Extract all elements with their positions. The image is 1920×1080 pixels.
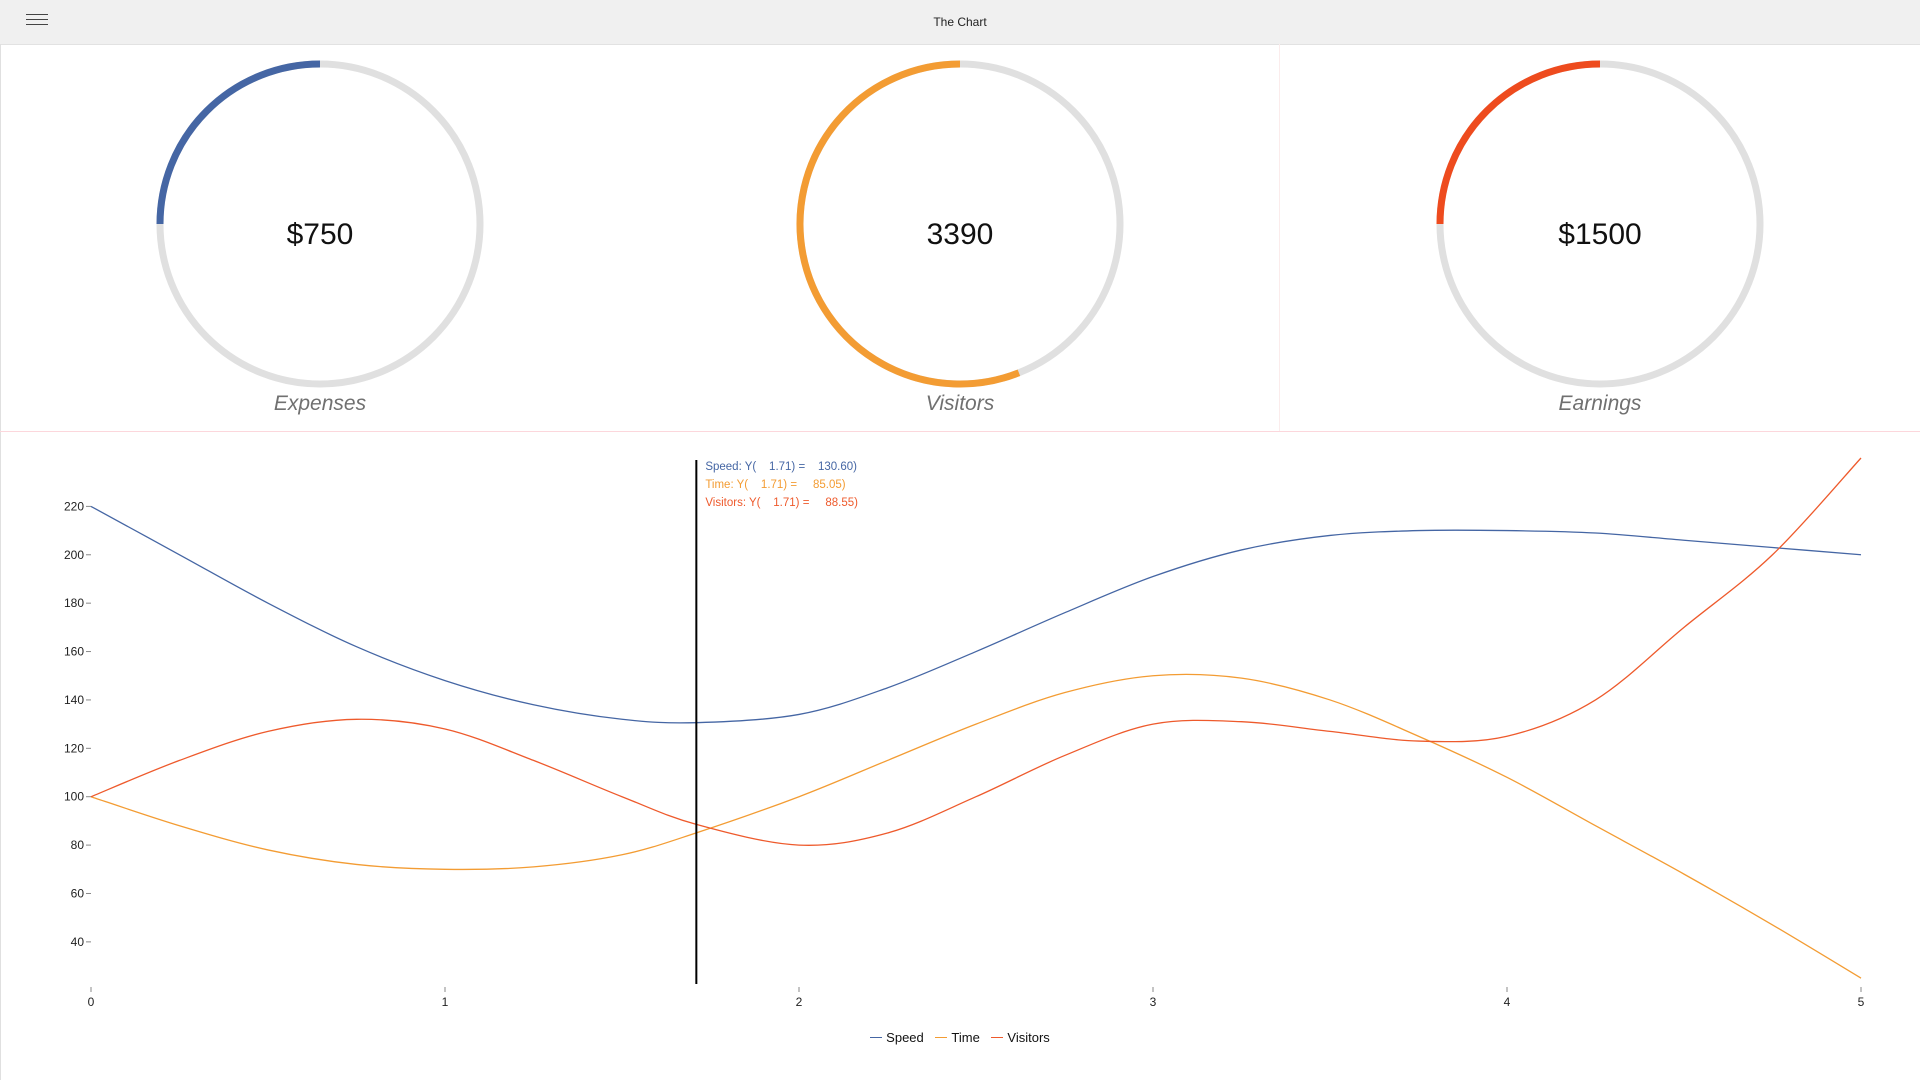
legend-swatch-time [935,1037,948,1039]
legend-item-speed[interactable]: Speed [870,1030,924,1045]
tooltip-time: Time: Y( 1.71) = 85.05) [705,479,845,491]
x-tick-label-1: 1 [442,995,449,1009]
window-border [0,44,1,1080]
gauge-label-earnings: Earnings [1558,392,1642,415]
legend-label-speed: Speed [886,1030,924,1045]
gauge-value-visitors: 3390 [926,218,994,251]
y-tick-label-120: 120 [64,741,84,755]
gauge-value-expenses: $750 [286,218,354,251]
hamburger-menu-icon[interactable] [26,14,48,30]
x-tick-label-0: 0 [88,995,95,1009]
legend-label-time: Time [951,1030,980,1045]
gauge-arc-visitors [796,60,1021,388]
y-tick-label-100: 100 [64,790,84,804]
gauge-divider [1279,44,1280,432]
gauge-value-earnings: $1500 [1558,218,1642,251]
gauge-visitors: 3390 Visitors [760,44,1160,432]
gauge-earnings: $1500 Earnings [1400,44,1800,432]
gauge-label-expenses: Expenses [273,392,367,415]
tooltip-visitors: Visitors: Y( 1.71) = 88.55) [705,497,858,509]
gauge-visitors-ring [796,60,1124,388]
legend-swatch-speed [870,1037,883,1039]
series-line-time[interactable] [90,673,1862,979]
series-line-visitors[interactable] [90,457,1862,846]
x-tick-label-5: 5 [1858,995,1865,1009]
legend-item-time[interactable]: Time [935,1030,980,1045]
app-title: The Chart [933,15,987,29]
gauge-label-visitors: Visitors [925,392,995,415]
gauge-earnings-ring [1436,60,1764,388]
y-tick-label-160: 160 [64,645,84,659]
y-tick-label-40: 40 [71,935,85,949]
title-bar: The Chart [0,0,1920,45]
y-tick-label-180: 180 [64,596,84,610]
gauge-expenses: $750 Expenses [120,44,520,432]
gauge-arc-expenses [156,60,321,225]
line-chart[interactable]: 40 60 80 100 120 140 160 180 200 220 0 1 2 3 4 5 Speed: … [0,432,1920,1032]
gauge-expenses-ring [156,60,484,388]
legend-label-visitors: Visitors [1007,1030,1050,1045]
legend-item-visitors[interactable]: Visitors [991,1030,1050,1045]
gauges-panel: $750 Expenses 3390 Visitors $1500 Earnin… [0,44,1920,432]
section-divider [0,431,1920,432]
chart-legend: Speed Time Visitors [0,1030,1920,1045]
y-tick-label-140: 140 [64,693,84,707]
x-tick-label-4: 4 [1504,995,1511,1009]
tooltip-speed: Speed: Y( 1.71) = 130.60) [705,461,857,473]
gauge-arc-earnings [1436,60,1601,225]
y-tick-label-80: 80 [71,838,85,852]
series-line-speed[interactable] [90,505,1862,724]
y-tick-label-220: 220 [64,499,84,513]
y-tick-label-200: 200 [64,548,84,562]
legend-swatch-visitors [991,1037,1004,1039]
y-tick-label-60: 60 [71,886,85,900]
x-tick-label-2: 2 [796,995,803,1009]
x-tick-label-3: 3 [1150,995,1157,1009]
